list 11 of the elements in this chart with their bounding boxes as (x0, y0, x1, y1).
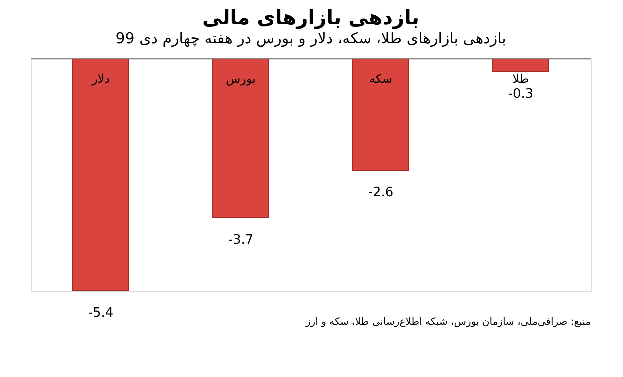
chart-title: بازدهی بازارهای مالی (202, 6, 420, 30)
data-label: -3.7 (228, 232, 254, 248)
x-tick-label: دلار (91, 72, 110, 86)
x-tick-label: بورس (226, 72, 256, 86)
chart-subtitle: بازدهی بازارهای طلا، سکه، دلار و بورس در هفته چهارم دی 99 (116, 30, 506, 48)
data-label: -2.6 (368, 186, 394, 201)
text: منبع: صرافی‌ملی، سازمان بورس، شبکه اطلاع‌رسانی طلا، سکه و ارز (304, 317, 591, 328)
x-tick-label: سکه (369, 72, 393, 86)
x-tick-label: طلا (512, 72, 530, 86)
data-label: -0.3 (508, 86, 534, 102)
data-label: -5.4 (88, 306, 114, 321)
